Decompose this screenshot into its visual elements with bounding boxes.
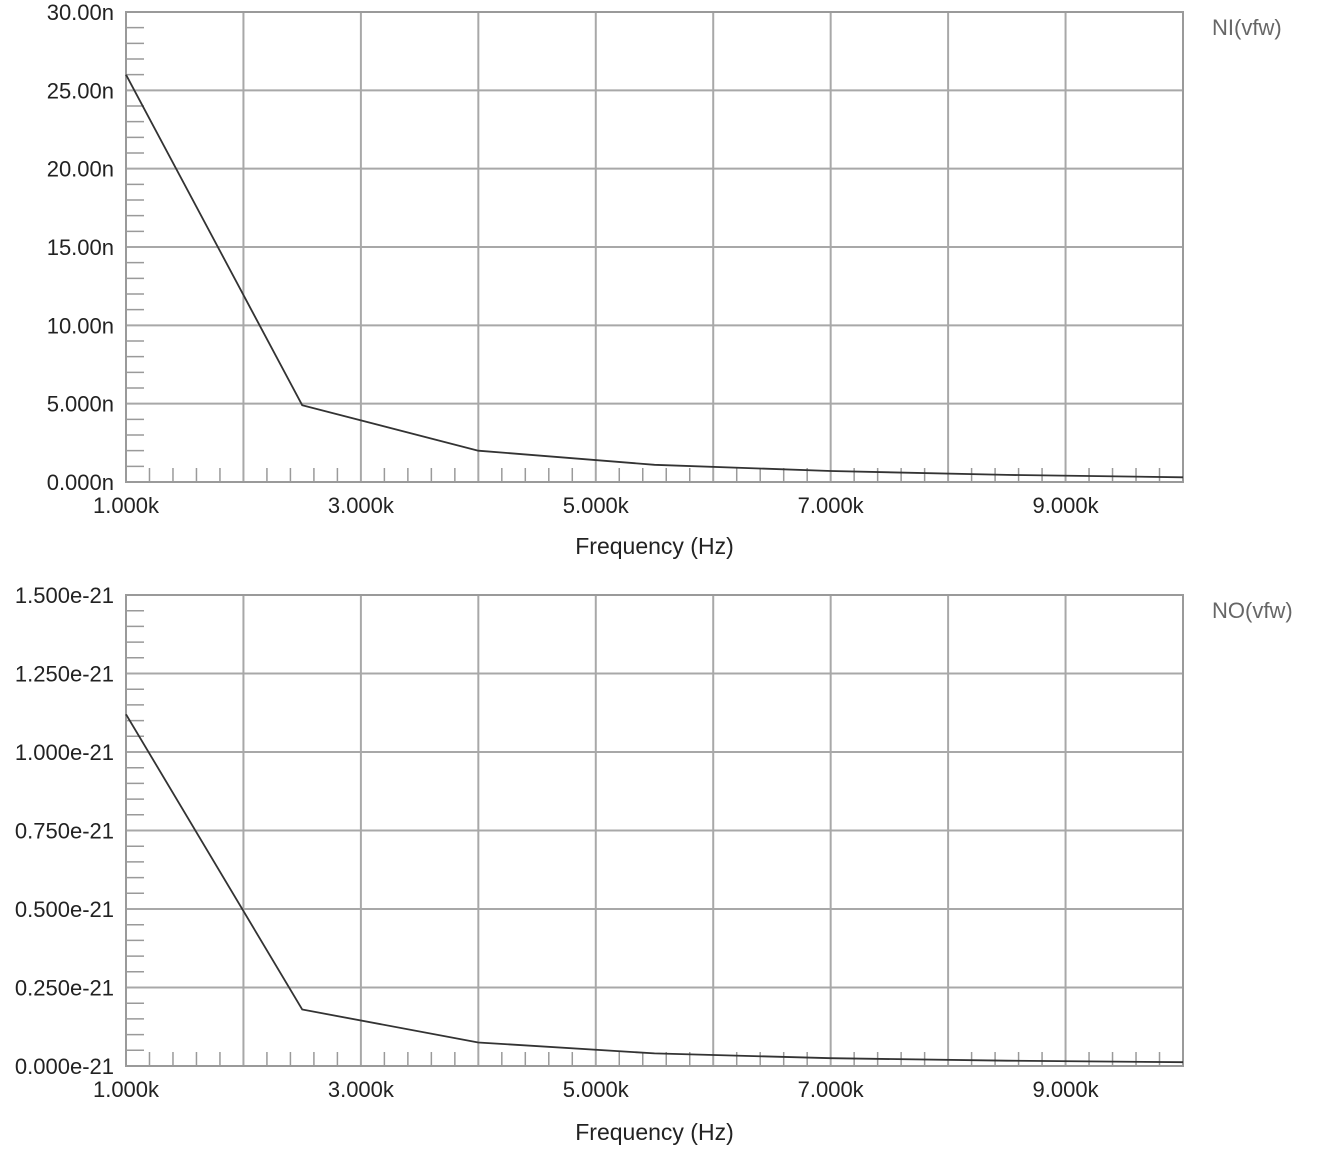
chart-1: 0.000n 5.000n 10.00n 15.00n 20.00n 25.00n 30.0… [47,0,1282,559]
y-tick-label: 15.00n [47,235,114,260]
y-tick-label: 5.000n [47,392,114,417]
y-tick-label: 10.00n [47,313,114,338]
y-tick-label: 0.250e-21 [15,976,114,1001]
x-tick-label: 3.000k [328,493,395,518]
series-line [126,714,1183,1062]
x-tick-label: 1.000k [93,1077,160,1102]
x-tick-label: 9.000k [1033,493,1100,518]
x-tick-label: 7.000k [798,493,865,518]
x-axis-title: Frequency (Hz) [575,533,733,559]
legend-label: NO(vfw) [1212,598,1293,623]
chart-2: 0.000e-21 0.250e-21 0.500e-21 0.750e-21 1.00… [15,583,1293,1145]
y-tick-label: 20.00n [47,157,114,182]
y-tick-label: 0.000n [47,470,114,495]
y-tick-label: 30.00n [47,0,114,25]
x-tick-label: 5.000k [563,493,630,518]
x-tick-label: 7.000k [798,1077,865,1102]
series-line [126,75,1183,478]
y-tick-label: 25.00n [47,78,114,103]
y-tick-label: 0.500e-21 [15,897,114,922]
x-tick-label: 1.000k [93,493,160,518]
y-tick-label: 1.250e-21 [15,662,114,687]
x-tick-label: 3.000k [328,1077,395,1102]
x-tick-label: 5.000k [563,1077,630,1102]
x-axis-title: Frequency (Hz) [575,1119,733,1145]
legend-label: NI(vfw) [1212,15,1282,40]
x-tick-label: 9.000k [1033,1077,1100,1102]
y-tick-label: 0.750e-21 [15,819,114,844]
y-tick-label: 1.000e-21 [15,740,114,765]
y-tick-label: 1.500e-21 [15,583,114,608]
y-tick-label: 0.000e-21 [15,1054,114,1079]
